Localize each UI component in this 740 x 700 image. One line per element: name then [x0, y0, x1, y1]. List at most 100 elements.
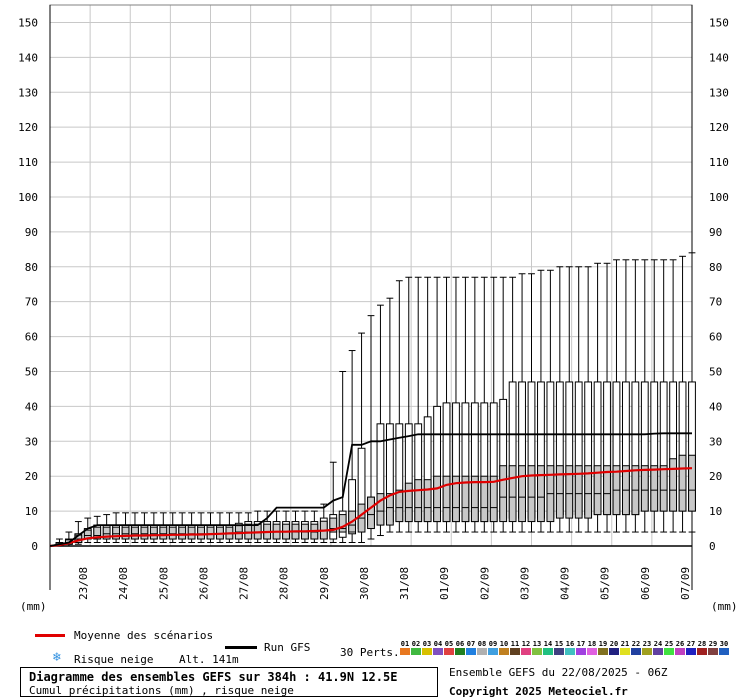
box-plot: [253, 510, 262, 544]
box-inner: [565, 465, 574, 519]
box-inner: [338, 514, 347, 533]
pert-number: 25: [664, 640, 674, 648]
box-plot: [631, 259, 640, 533]
box-inner: [367, 496, 375, 530]
box-plot: [546, 269, 555, 533]
y-tick-right: 120: [709, 121, 729, 134]
box-plot: [357, 332, 366, 544]
box-outer: [348, 479, 357, 535]
x-tick-label: 25/08: [157, 567, 170, 600]
y-tick-right: 110: [709, 156, 729, 169]
box-inner: [499, 465, 508, 523]
box-plot: [499, 276, 508, 533]
y-axis-left: 0 10 20 30 40 50 60 70 80 90 100 110 120 130 140 150: [18, 16, 38, 553]
pert-number: 30: [719, 640, 729, 648]
x-tick-label: 05/09: [599, 567, 612, 600]
box-plot: [433, 276, 441, 533]
y-tick-right: 130: [709, 86, 729, 99]
copyright: Copyright 2025 Meteociel.fr: [449, 685, 628, 698]
pert-color-swatch: [411, 648, 421, 655]
pert-number: 01: [400, 640, 410, 648]
box-plot: [291, 510, 300, 544]
x-tick-label: 01/09: [438, 567, 451, 600]
y-tick-left: 50: [25, 365, 38, 378]
box-inner: [555, 465, 564, 519]
x-tick-label: 27/08: [238, 567, 251, 600]
pert-color-swatch: [565, 648, 575, 655]
box-plot: [301, 510, 309, 544]
box-plot: [414, 276, 423, 533]
y-tick-left: 30: [25, 435, 38, 448]
box-plot: [650, 259, 659, 533]
box-inner: [650, 465, 659, 512]
pert-number: 11: [510, 640, 520, 648]
y-tick-right: 50: [709, 365, 722, 378]
box-inner: [404, 482, 413, 523]
box-plot: [376, 304, 385, 537]
pert-color-swatch: [631, 648, 641, 655]
box-inner: [480, 475, 489, 523]
y-tick-left: 10: [25, 505, 38, 518]
box-plot: [404, 276, 413, 533]
box-inner: [423, 479, 432, 523]
y-tick-right: 70: [709, 296, 722, 309]
y-tick-left: 0: [31, 540, 38, 553]
run-info: Ensemble GEFS du 22/08/2025 - 06Z: [449, 666, 668, 679]
pert-number: 23: [642, 640, 652, 648]
box-plot: [112, 512, 120, 544]
box-inner: [385, 493, 394, 526]
y-tick-left: 110: [18, 156, 38, 169]
y-tick-right: 90: [709, 226, 722, 239]
box-plot: [282, 510, 290, 544]
legend-perts-label: 30 Perts.: [340, 646, 400, 659]
pert-number: 26: [675, 640, 685, 648]
y-tick-right: 60: [709, 331, 722, 344]
pert-number: 29: [708, 640, 718, 648]
pert-number: 03: [422, 640, 432, 648]
box-plot: [367, 315, 375, 540]
box-plot: [612, 259, 621, 533]
box-plot: [385, 297, 394, 533]
pert-color-swatch: [400, 648, 410, 655]
box-plot: [178, 512, 187, 544]
box-inner: [159, 526, 168, 540]
box-inner: [574, 465, 583, 519]
pert-color-swatch: [598, 648, 608, 655]
pert-number: 12: [521, 640, 531, 648]
box-plot: [423, 276, 432, 533]
box-plot: [603, 262, 611, 533]
box-inner: [433, 475, 441, 523]
box-inner: [178, 526, 187, 540]
pert-number: 15: [554, 640, 564, 648]
box-plot: [640, 259, 649, 533]
snowflake-icon: ❄: [53, 650, 61, 665]
x-tick-label: 07/09: [679, 567, 692, 600]
box-plot: [527, 273, 536, 533]
pert-color-swatch: [521, 648, 531, 655]
box-plot: [93, 515, 102, 544]
pert-number: 10: [499, 640, 509, 648]
box-inner: [452, 475, 460, 523]
box-inner: [593, 465, 602, 516]
pert-number: 08: [477, 640, 487, 648]
box-inner: [688, 454, 696, 512]
box-inner: [489, 475, 498, 523]
chart-subtitle: Cumul précipitations (mm) , risque neige: [29, 684, 294, 697]
pert-color-swatch: [477, 648, 487, 655]
box-inner: [414, 479, 423, 523]
box-plot: [518, 273, 526, 533]
box-plot: [508, 276, 517, 533]
box-inner: [537, 465, 545, 523]
series-mean-line: [49, 467, 693, 548]
x-tick-label: 30/08: [358, 567, 371, 600]
x-axis: 23/08 24/08 25/08 26/08 27/08 28/08 29/08 30/08…: [77, 567, 692, 600]
x-tick-label: 23/08: [77, 567, 90, 600]
x-tick-label: 29/08: [318, 567, 331, 600]
series-gfs-line: [49, 432, 692, 547]
box-plot: [565, 266, 574, 533]
y-tick-left: 150: [18, 16, 38, 29]
box-inner: [168, 526, 177, 540]
pert-number: 16: [565, 640, 575, 648]
box-plot: [584, 266, 593, 533]
box-inner: [508, 465, 517, 523]
